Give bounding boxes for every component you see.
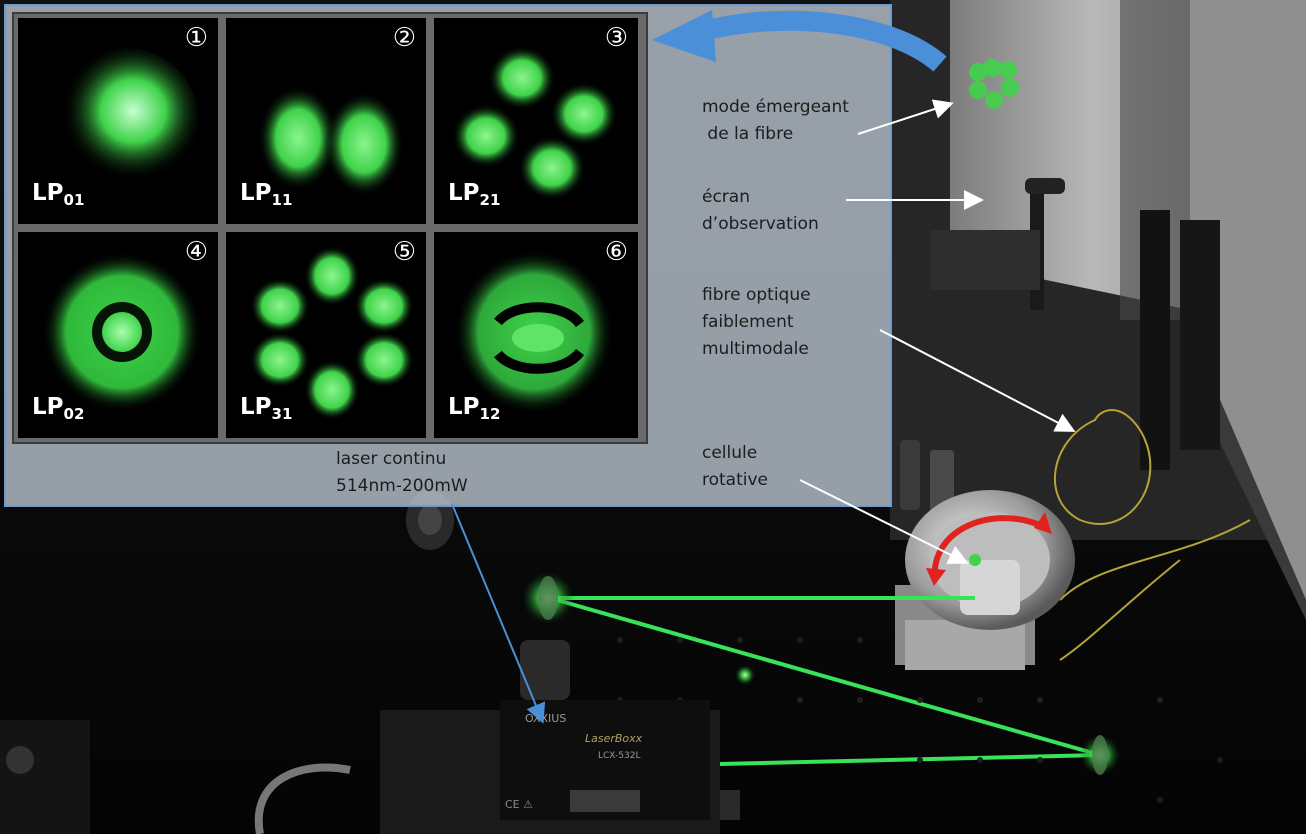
- mode-pattern-lp31: [250, 246, 414, 420]
- callout-fibre-line1: fibre optique: [702, 285, 811, 305]
- laser-caption: laser continu 514nm-200mW: [336, 446, 468, 500]
- arrow-to-laser: [451, 503, 546, 724]
- arrow-to-fibre: [879, 329, 1076, 432]
- callout-fibre-line3: multimodale: [702, 339, 809, 359]
- callout-fibre-line2: faiblement: [702, 312, 794, 332]
- rotating-cell-device: [895, 490, 1075, 670]
- mode-label-lp11: LP11: [240, 180, 293, 209]
- mode-tile-lp11: ② LP11: [226, 18, 426, 224]
- callout-cellule-line2: rotative: [702, 470, 769, 490]
- mode-tile-lp21: ③ LP21: [434, 18, 638, 224]
- mode-tile-lp02: ④ LP02: [18, 232, 218, 438]
- mode-label-lp01: LP01: [32, 180, 85, 209]
- mode-label-lp02: LP02: [32, 394, 85, 423]
- laser-caption-line2: 514nm-200mW: [336, 476, 468, 496]
- blue-curved-arrow: [652, 10, 947, 72]
- lp-mode-grid: ① LP01 ② LP11: [12, 12, 648, 444]
- mode-pattern-lp02: [42, 252, 202, 412]
- callout-ecran-line2: d’observation: [702, 214, 819, 234]
- mode-tile-lp12: ⑥ LP12: [434, 232, 638, 438]
- callout-ecran: écran d’observation: [702, 184, 819, 238]
- arrow-to-mode-spot: [857, 99, 954, 135]
- callout-mode-emergeant-line1: mode émergeant: [702, 97, 849, 117]
- mode-tile-lp01: ① LP01: [18, 18, 218, 224]
- annotation-overlay-panel: ① LP01 ② LP11: [4, 4, 892, 507]
- mode-pattern-lp21: [452, 46, 618, 200]
- laser-marks-text: CE ⚠: [505, 798, 533, 811]
- mode-number-1: ①: [184, 23, 208, 53]
- callout-cellule: cellule rotative: [702, 440, 768, 494]
- callout-cellule-line1: cellule: [702, 443, 758, 463]
- mode-number-4: ④: [184, 237, 208, 267]
- mode-pattern-lp01: [54, 48, 198, 188]
- mode-tile-lp31: ⑤ LP31: [226, 232, 426, 438]
- mode-pattern-lp12: [454, 250, 614, 414]
- callout-ecran-line1: écran: [702, 187, 750, 207]
- mode-number-5: ⑤: [392, 237, 416, 267]
- arrow-to-cell: [799, 479, 969, 564]
- callout-mode-emergeant-line2: de la fibre: [702, 124, 794, 144]
- callout-mode-emergeant: mode émergeant de la fibre: [702, 94, 849, 148]
- laser-model-text: LaserBoxx: [585, 732, 643, 745]
- mode-number-3: ③: [604, 23, 628, 53]
- mode-pattern-lp11: [258, 86, 404, 196]
- emerging-mode-spot: [969, 59, 1019, 109]
- laser-caption-line1: laser continu: [336, 449, 447, 469]
- mode-number-6: ⑥: [604, 237, 628, 267]
- mode-number-2: ②: [392, 23, 416, 53]
- mode-label-lp21: LP21: [448, 180, 501, 209]
- mode-label-lp12: LP12: [448, 394, 501, 423]
- callout-fibre: fibre optique faiblement multimodale: [702, 282, 811, 363]
- mode-label-lp31: LP31: [240, 394, 293, 423]
- laser-source-box: OXXIUS LaserBoxx LCX-532L CE ⚠: [380, 700, 720, 834]
- laser-ref-text: LCX-532L: [598, 751, 640, 761]
